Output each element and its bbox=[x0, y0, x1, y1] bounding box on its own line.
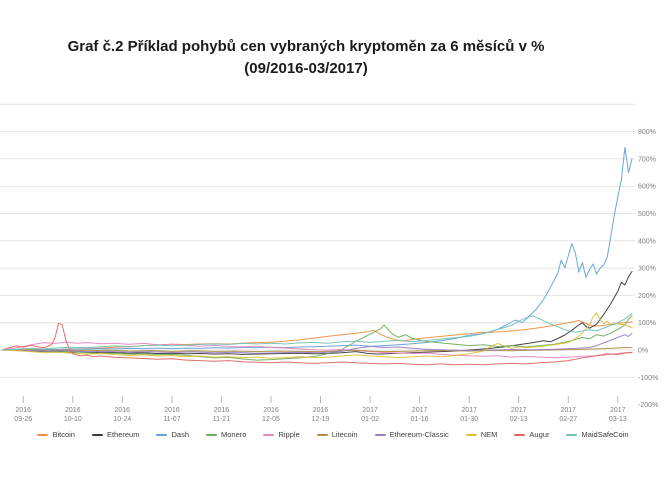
y-axis-label: 400% bbox=[638, 238, 656, 245]
x-axis-label-date: 10-10 bbox=[64, 416, 82, 423]
chart-title-line1: Graf č.2 Příklad pohybů cen vybraných kr… bbox=[67, 38, 545, 55]
legend-label-nem: NEM bbox=[480, 430, 498, 439]
legend-swatch-dash bbox=[156, 433, 168, 436]
legend-swatch-maidsafecoin bbox=[566, 433, 578, 436]
legend-label-litecoin: Litecoin bbox=[331, 430, 358, 439]
x-axis-label-date: 01-02 bbox=[361, 416, 379, 423]
y-axis-label: -100% bbox=[638, 375, 658, 382]
x-axis-label-date: 12-19 bbox=[312, 416, 330, 423]
legend-item-ethereum-classic: Ethereum-Classic bbox=[374, 430, 449, 439]
series-line-litecoin bbox=[1, 347, 633, 353]
legend-swatch-bitcoin bbox=[37, 433, 49, 436]
x-axis-label-date: 01-30 bbox=[460, 416, 478, 423]
x-axis-label-year: 2016 bbox=[263, 407, 279, 414]
x-axis-label-date: 02-13 bbox=[510, 416, 528, 423]
x-axis-label-date: 10-24 bbox=[113, 416, 131, 423]
x-axis-label-year: 2017 bbox=[412, 407, 428, 414]
legend-item-ripple: Ripple bbox=[263, 430, 300, 439]
series-line-nem bbox=[1, 312, 633, 359]
legend-label-ripple: Ripple bbox=[278, 430, 300, 439]
series-line-maidsafecoin bbox=[1, 312, 633, 351]
y-axis-label: 700% bbox=[638, 156, 656, 163]
legend-label-augur: Augur bbox=[529, 430, 550, 439]
legend-swatch-ripple bbox=[263, 433, 275, 436]
legend-label-maidsafecoin: MaidSafeCoin bbox=[581, 430, 629, 439]
x-axis-label-year: 2016 bbox=[115, 407, 131, 414]
x-axis-label-year: 2016 bbox=[164, 407, 180, 414]
series-line-ethereum-classic bbox=[1, 332, 633, 354]
x-axis-label-date: 11-21 bbox=[213, 416, 230, 423]
series-line-dash bbox=[1, 146, 633, 351]
legend-swatch-litecoin bbox=[316, 433, 328, 436]
legend-item-ethereum: Ethereum bbox=[91, 430, 140, 439]
legend-swatch-ethereum bbox=[91, 433, 103, 436]
legend-item-nem: NEM bbox=[465, 430, 498, 439]
legend-swatch-ethereum-classic bbox=[374, 433, 386, 436]
x-axis-label-date: 12-05 bbox=[262, 416, 280, 423]
legend-label-ethereum-classic: Ethereum-Classic bbox=[389, 430, 449, 439]
series-line-ethereum bbox=[1, 270, 633, 355]
legend: Bitcoin Ethereum Dash Monero Ripple Litecoin E… bbox=[0, 430, 666, 439]
y-axis-label: 0% bbox=[638, 348, 648, 355]
x-axis-label-year: 2017 bbox=[561, 407, 577, 414]
legend-item-litecoin: Litecoin bbox=[316, 430, 358, 439]
y-axis-label: 200% bbox=[638, 293, 656, 300]
legend-label-bitcoin: Bitcoin bbox=[52, 430, 75, 439]
y-axis-label: 300% bbox=[638, 266, 656, 273]
legend-swatch-augur bbox=[514, 433, 526, 436]
y-axis-label: -200% bbox=[638, 402, 658, 409]
series-line-ripple bbox=[1, 341, 633, 359]
legend-label-monero: Monero bbox=[221, 430, 247, 439]
y-axis-label: 100% bbox=[638, 320, 656, 327]
legend-label-dash: Dash bbox=[171, 430, 189, 439]
legend-item-bitcoin: Bitcoin bbox=[37, 430, 75, 439]
x-axis-label-date: 01-16 bbox=[411, 416, 429, 423]
legend-swatch-nem bbox=[465, 433, 477, 436]
x-axis-label-year: 2017 bbox=[511, 407, 527, 414]
x-axis-label-year: 2016 bbox=[65, 407, 81, 414]
legend-item-maidsafecoin: MaidSafeCoin bbox=[566, 430, 629, 439]
legend-item-dash: Dash bbox=[156, 430, 189, 439]
x-axis-label-year: 2016 bbox=[313, 407, 329, 414]
legend-item-augur: Augur bbox=[514, 430, 549, 439]
x-axis-label-date: 02-27 bbox=[559, 416, 577, 423]
x-axis-label-year: 2017 bbox=[461, 407, 477, 414]
series-line-bitcoin bbox=[1, 320, 633, 351]
y-axis-label: 600% bbox=[638, 184, 656, 191]
x-axis-label-year: 2017 bbox=[610, 407, 626, 414]
x-axis-label-year: 2016 bbox=[15, 407, 31, 414]
y-axis-label: 800% bbox=[638, 129, 656, 136]
legend-label-ethereum: Ethereum bbox=[106, 430, 140, 439]
x-axis-label-date: 09-26 bbox=[14, 416, 32, 423]
x-axis-label-year: 2017 bbox=[362, 407, 378, 414]
legend-item-monero: Monero bbox=[206, 430, 246, 439]
x-axis-label-year: 2016 bbox=[214, 407, 230, 414]
legend-swatch-monero bbox=[206, 433, 217, 436]
series-line-augur bbox=[1, 322, 633, 366]
x-axis-label-date: 11-07 bbox=[163, 416, 180, 423]
chart-title-line2: (09/2016-03/2017) bbox=[244, 60, 368, 77]
chart-title: Graf č.2 Příklad pohybů cen vybraných kr… bbox=[0, 36, 612, 80]
x-axis-label-date: 03-13 bbox=[609, 416, 627, 423]
y-axis-label: 500% bbox=[638, 211, 656, 218]
